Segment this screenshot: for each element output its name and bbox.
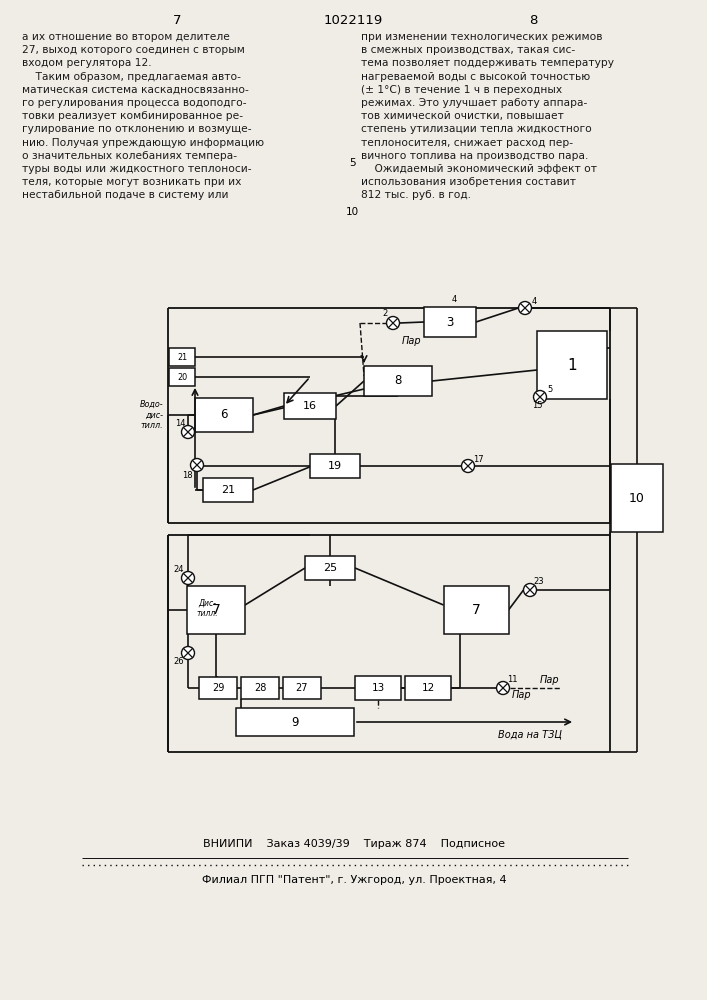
Text: 21: 21 — [221, 485, 235, 495]
Text: 2: 2 — [382, 310, 387, 318]
Circle shape — [496, 682, 510, 694]
Text: 25: 25 — [323, 563, 337, 573]
Text: 18: 18 — [182, 471, 192, 480]
Bar — [203, 478, 253, 502]
Bar — [611, 464, 663, 532]
Text: 20: 20 — [177, 372, 187, 381]
Text: 17: 17 — [473, 456, 484, 464]
Bar — [169, 348, 195, 366]
Text: Пар: Пар — [540, 675, 560, 685]
Circle shape — [523, 584, 537, 596]
Text: ВНИИПИ    Заказ 4039/39    Тираж 874    Подписное: ВНИИПИ Заказ 4039/39 Тираж 874 Подписное — [203, 839, 505, 849]
Bar — [443, 586, 508, 634]
Bar — [199, 677, 237, 699]
Text: Дис-
тилл.: Дис- тилл. — [196, 598, 218, 618]
Circle shape — [462, 460, 474, 473]
Text: 5: 5 — [349, 158, 356, 168]
Text: 10: 10 — [346, 207, 358, 217]
Bar — [364, 366, 432, 396]
Text: 15: 15 — [532, 401, 542, 410]
Text: 14: 14 — [175, 420, 185, 428]
Bar — [355, 676, 401, 700]
Text: 29: 29 — [212, 683, 224, 693]
Bar — [169, 368, 195, 386]
Text: Вода на ТЗЦ: Вода на ТЗЦ — [498, 729, 562, 739]
Text: 16: 16 — [303, 401, 317, 411]
Circle shape — [190, 458, 204, 472]
Text: 1: 1 — [567, 358, 577, 372]
Circle shape — [182, 572, 194, 584]
Text: 4: 4 — [451, 296, 457, 304]
Bar — [284, 393, 336, 419]
Bar — [405, 676, 451, 700]
Text: 27: 27 — [296, 683, 308, 693]
Text: Филиал ПГП "Патент", г. Ужгород, ул. Проектная, 4: Филиал ПГП "Патент", г. Ужгород, ул. Про… — [201, 875, 506, 885]
Text: 12: 12 — [421, 683, 435, 693]
Circle shape — [387, 316, 399, 330]
Text: 8: 8 — [529, 13, 537, 26]
Bar — [310, 454, 360, 478]
Text: 5: 5 — [547, 385, 553, 394]
Text: 7: 7 — [173, 13, 181, 26]
Text: Пар: Пар — [402, 336, 422, 346]
Text: 7: 7 — [472, 603, 480, 617]
Text: при изменении технологических режимов
в смежных производствах, такая сис-
тема п: при изменении технологических режимов в … — [361, 32, 614, 200]
Text: 10: 10 — [629, 491, 645, 504]
Circle shape — [534, 390, 547, 403]
Text: 21: 21 — [177, 353, 187, 361]
Circle shape — [518, 302, 532, 314]
Text: а их отношение во втором делителе
27, выход которого соединен с вторым
входом ре: а их отношение во втором делителе 27, вы… — [22, 32, 264, 200]
Text: 19: 19 — [328, 461, 342, 471]
Text: 7: 7 — [211, 603, 221, 617]
Text: Пар: Пар — [512, 690, 532, 700]
Bar — [241, 677, 279, 699]
Text: 23: 23 — [534, 578, 544, 586]
Text: 1022119: 1022119 — [323, 13, 382, 26]
Text: Водо-
дис-
тилл.: Водо- дис- тилл. — [139, 400, 163, 430]
Text: 8: 8 — [395, 374, 402, 387]
Text: 9: 9 — [291, 716, 299, 728]
Bar — [195, 398, 253, 432]
Text: 28: 28 — [254, 683, 267, 693]
Text: 13: 13 — [371, 683, 385, 693]
Circle shape — [182, 426, 194, 438]
Text: 11: 11 — [507, 676, 518, 684]
Bar — [537, 331, 607, 399]
Text: 6: 6 — [221, 408, 228, 422]
Text: 24: 24 — [174, 566, 185, 574]
Bar — [283, 677, 321, 699]
Bar — [236, 708, 354, 736]
Text: 3: 3 — [446, 316, 454, 328]
Circle shape — [182, 647, 194, 660]
Text: 26: 26 — [174, 658, 185, 666]
Text: 4: 4 — [532, 296, 537, 306]
Bar — [305, 556, 355, 580]
Bar — [424, 307, 476, 337]
Bar — [187, 586, 245, 634]
